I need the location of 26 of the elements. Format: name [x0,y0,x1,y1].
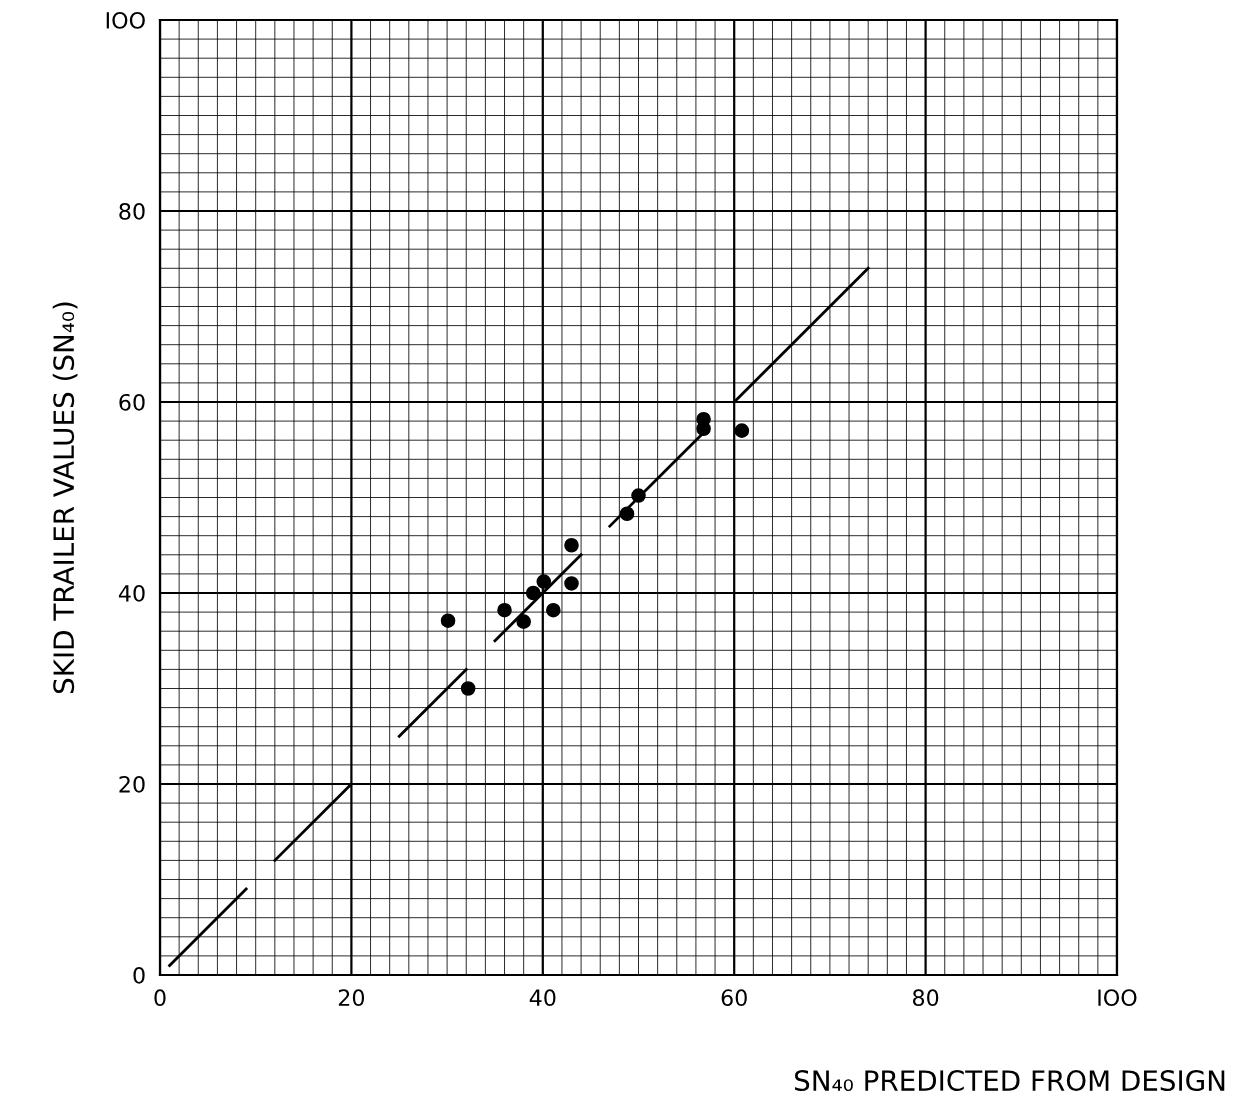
point [440,613,456,628]
point [536,574,552,589]
point [525,585,541,601]
x-axis-title: SN₄₀ PREDICTED FROM DESIGN [794,1070,1225,1092]
x-tick-label: 20 [338,989,365,1007]
x-tick-label: 60 [721,989,747,1007]
point [516,614,531,629]
point [734,423,750,438]
point [546,602,561,618]
x-tick-label: IOO [1098,989,1137,1007]
y-tick-label: 60 [119,393,145,411]
point [631,488,646,503]
point [619,506,635,522]
y-tick-label: 20 [119,775,145,793]
point [564,576,579,591]
y-tick-label: 80 [119,202,145,220]
x-tick-label: 80 [912,989,939,1007]
y-tick-label: 40 [118,584,145,602]
y-tick-label: 0 [133,966,145,984]
point [564,537,579,553]
point [497,602,512,618]
point [460,681,476,696]
y-tick-label: IOO [106,11,145,29]
x-tick-label: 40 [529,989,556,1007]
y-axis-title: SKID TRAILER VALUES (SN₄₀) [52,302,78,694]
x-tick-label: 0 [154,989,166,1007]
